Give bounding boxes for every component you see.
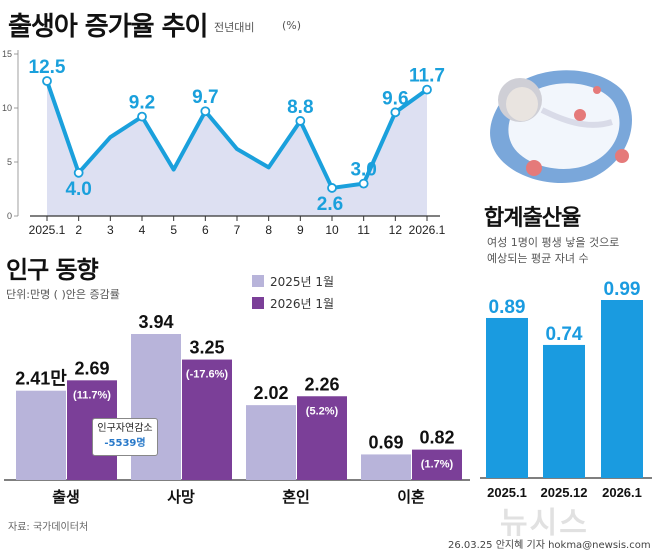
- category-label: 사망: [167, 488, 195, 506]
- birth-trend-unit: (%): [282, 19, 302, 32]
- tfr-bar: [601, 300, 643, 478]
- credit-line: 26.03.25 안지혜 기자 hokma@newsis.com: [448, 540, 651, 551]
- legend-item-2025: 2025년 1월: [252, 270, 334, 292]
- x-tick-label: 6: [202, 223, 209, 237]
- x-tick-label: 2: [75, 223, 82, 237]
- y-tick-label: 10: [2, 103, 12, 113]
- x-tick-label: 5: [170, 223, 177, 237]
- birth-growth-line-chart: 0 5 10 15 2025.1 12.5 2 4.0 3 4 9.2 5 6 9.7 7 8 9 8.8 10 2.…: [2, 49, 446, 237]
- value-label-2025: 2.41만: [15, 369, 67, 389]
- change-label-2026: (-17.6%): [186, 369, 229, 381]
- legend-label-2026: 2026년 1월: [270, 296, 335, 311]
- source-note: 자료: 국가데이터처: [8, 522, 89, 533]
- natural-decrease-label: 인구자연감소: [97, 423, 153, 434]
- category-label: 출생: [52, 489, 80, 506]
- y-tick-label: 0: [7, 211, 12, 221]
- category-label: 이혼: [397, 489, 425, 506]
- value-label-2026: 3.25: [189, 338, 224, 358]
- tfr-description-line1: 여성 1명이 평생 낳을 것으로: [487, 236, 620, 249]
- data-label: 8.8: [287, 97, 313, 118]
- value-label-2026: 0.82: [419, 428, 454, 448]
- data-label: 9.6: [382, 88, 408, 109]
- tfr-bar: [486, 317, 528, 478]
- data-label: 11.7: [409, 66, 445, 87]
- data-point: [358, 178, 369, 189]
- data-point: [42, 76, 52, 86]
- x-tick-label: 2026.1: [409, 223, 446, 237]
- data-point: [390, 107, 401, 118]
- data-label: 2.6: [317, 194, 343, 215]
- data-point: [327, 183, 337, 193]
- x-tick-label: 9: [297, 223, 304, 237]
- population-legend: 2025년 1월 2026년 1월: [252, 270, 334, 314]
- x-tick-label: 3: [107, 223, 114, 237]
- bar-2026: [182, 359, 232, 480]
- x-tick-label: 7: [234, 223, 241, 237]
- data-point: [295, 116, 306, 126]
- x-tick-label: 2025.1: [29, 223, 66, 237]
- data-label: 9.2: [129, 93, 155, 114]
- tfr-value-label: 0.74: [546, 324, 583, 345]
- population-title: 인구 동향: [6, 256, 99, 284]
- tfr-category-label: 2025.1: [487, 485, 527, 500]
- x-tick-label: 11: [357, 223, 370, 237]
- y-tick-label: 15: [2, 49, 12, 59]
- birth-trend-subtitle: 전년대비: [214, 21, 255, 34]
- legend-swatch-2026: [252, 297, 264, 309]
- legend-label-2025: 2025년 1월: [270, 274, 335, 289]
- legend-item-2026: 2026년 1월: [252, 292, 334, 314]
- value-label-2025: 0.69: [368, 432, 403, 452]
- line-area: [47, 81, 427, 216]
- category-label: 혼인: [282, 488, 310, 506]
- change-label-2026: (5.2%): [306, 405, 339, 417]
- tfr-bar-chart: 0.89 2025.1 0.74 2025.12 0.99 2026.1: [480, 279, 652, 500]
- value-label-2026: 2.69: [74, 358, 109, 378]
- data-point: [73, 167, 84, 178]
- tfr-category-label: 2026.1: [602, 485, 642, 500]
- data-label: 3.0: [350, 160, 376, 181]
- watermark: 뉴시스: [500, 506, 589, 541]
- data-label: 9.7: [192, 87, 218, 108]
- data-label: 4.0: [65, 179, 91, 200]
- data-point: [137, 111, 147, 122]
- data-point: [200, 106, 211, 117]
- x-tick-label: 12: [389, 223, 403, 237]
- x-tick-label: 10: [325, 223, 339, 237]
- bar-2026: [412, 449, 462, 480]
- data-point: [422, 84, 432, 95]
- x-tick-label: 4: [139, 223, 146, 237]
- population-unit: 단위:만명 ( )안은 증감률: [6, 288, 120, 301]
- value-label-2025: 2.02: [253, 383, 288, 403]
- natural-decrease-value: -5539명: [104, 438, 146, 449]
- data-label: 12.5: [29, 57, 66, 78]
- change-label-2026: (11.7%): [73, 389, 111, 401]
- x-tick-label: 8: [265, 223, 272, 237]
- tfr-value-label: 0.89: [489, 297, 526, 318]
- bar-2025: [16, 390, 66, 480]
- legend-swatch-2025: [252, 275, 264, 287]
- bar-2026: [297, 396, 347, 480]
- tfr-category-label: 2025.12: [541, 485, 588, 500]
- natural-decrease-box: 인구자연감소 -5539명: [92, 418, 158, 456]
- baby-illustration: [490, 70, 632, 183]
- change-label-2026: (1.7%): [421, 459, 454, 471]
- tfr-title: 합계출산율: [484, 206, 581, 231]
- value-label-2025: 3.94: [138, 312, 173, 332]
- y-tick-label: 5: [7, 157, 12, 167]
- bar-2025: [246, 405, 296, 480]
- value-label-2026: 2.26: [304, 374, 339, 394]
- tfr-value-label: 0.99: [604, 279, 641, 300]
- tfr-bar: [543, 344, 585, 478]
- bar-2025: [361, 454, 411, 480]
- tfr-description-line2: 예상되는 평균 자녀 수: [487, 252, 589, 265]
- birth-trend-title: 출생아 증가율 추이: [8, 12, 208, 42]
